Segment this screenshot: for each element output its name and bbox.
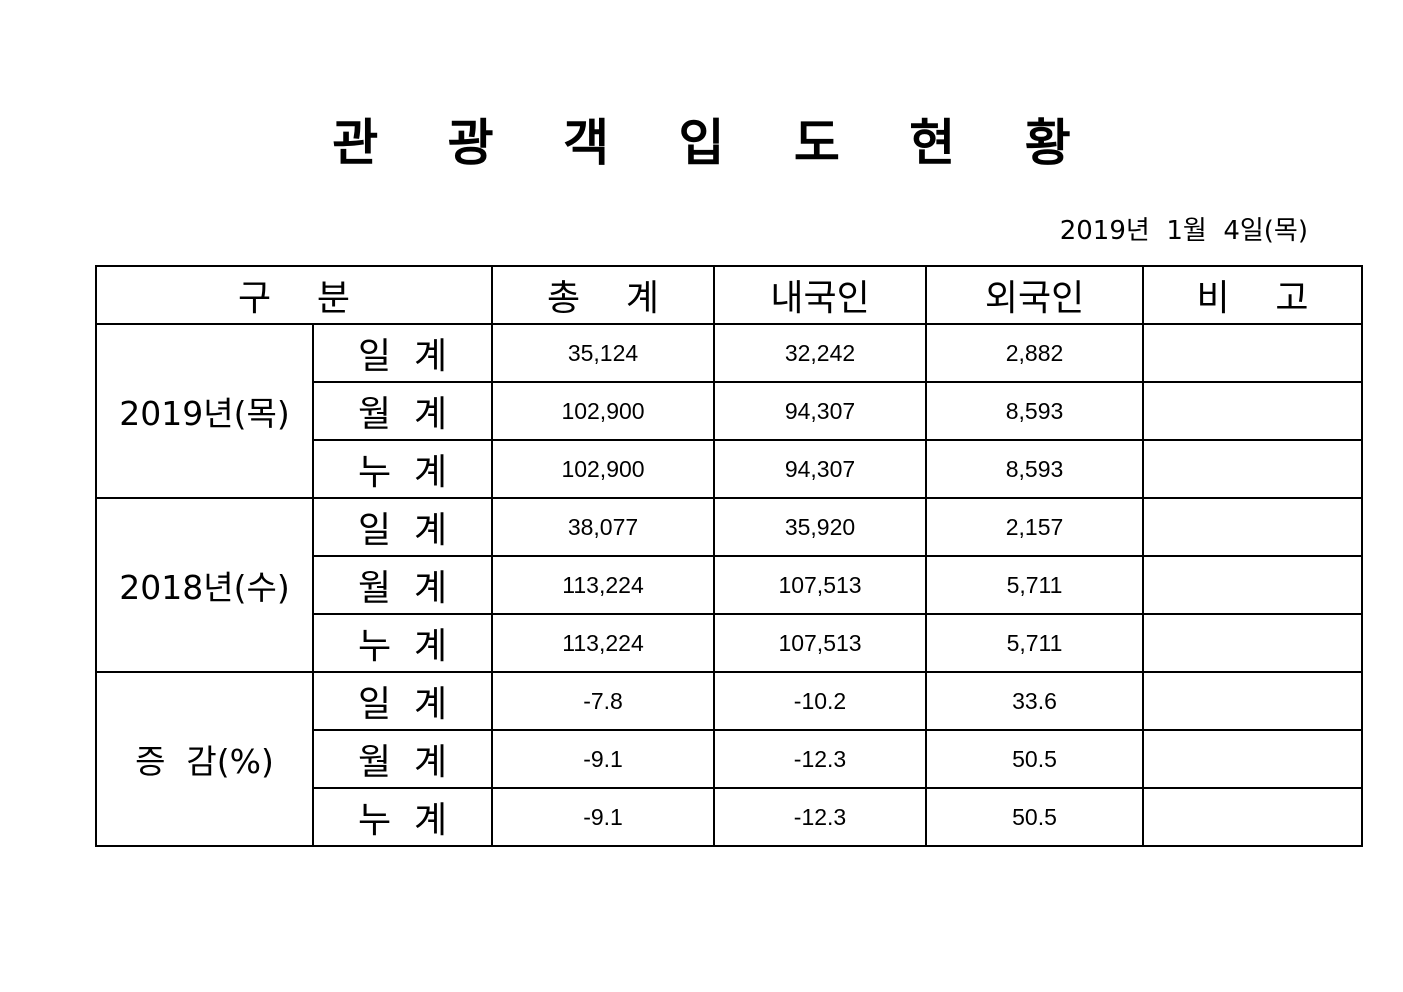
remarks-cell bbox=[1142, 729, 1364, 789]
header-foreign: 외국인 bbox=[925, 265, 1145, 325]
total-cell: 102,900 bbox=[491, 439, 716, 499]
table-row: 누 계 113,224 107,513 5,711 bbox=[96, 613, 1364, 673]
foreign-cell: 5,711 bbox=[925, 555, 1145, 615]
total-cell: 113,224 bbox=[491, 555, 716, 615]
remarks-cell bbox=[1142, 555, 1364, 615]
table-row: 증 감(%) 일 계 -7.8 -10.2 33.6 bbox=[95, 671, 1364, 847]
header-remarks: 비 고 bbox=[1142, 265, 1364, 325]
remarks-cell bbox=[1142, 381, 1364, 441]
row-label: 일 계 bbox=[311, 497, 494, 557]
table-row: 누 계 102,900 94,307 8,593 bbox=[96, 439, 1364, 499]
total-cell: -9.1 bbox=[491, 729, 716, 789]
header-category: 구 분 bbox=[94, 265, 494, 325]
total-cell: -7.8 bbox=[491, 671, 716, 731]
table-row: 월 계 -9.1 -12.3 50.5 bbox=[96, 729, 1364, 789]
group-label: 2018년(수) bbox=[95, 497, 314, 673]
row-label: 누 계 bbox=[311, 439, 494, 499]
foreign-cell: 5,711 bbox=[925, 613, 1145, 673]
header-row: 구 분 총 계 내국인 외국인 비 고 bbox=[94, 265, 1364, 325]
remarks-cell bbox=[1142, 323, 1364, 383]
header-total: 총 계 bbox=[491, 265, 716, 325]
row-label: 월 계 bbox=[311, 729, 494, 789]
domestic-cell: 35,920 bbox=[713, 497, 928, 557]
domestic-cell: -12.3 bbox=[713, 729, 928, 789]
foreign-cell: 8,593 bbox=[925, 439, 1145, 499]
domestic-cell: 107,513 bbox=[713, 613, 928, 673]
foreign-cell: 2,157 bbox=[925, 497, 1145, 557]
foreign-cell: 33.6 bbox=[925, 671, 1145, 731]
foreign-cell: 50.5 bbox=[925, 787, 1145, 847]
total-cell: 113,224 bbox=[491, 613, 716, 673]
foreign-cell: 8,593 bbox=[925, 381, 1145, 441]
domestic-cell: 94,307 bbox=[713, 439, 928, 499]
row-label: 월 계 bbox=[311, 555, 494, 615]
total-cell: 35,124 bbox=[491, 323, 716, 383]
remarks-cell bbox=[1142, 671, 1364, 731]
row-label: 월 계 bbox=[311, 381, 494, 441]
row-label: 일 계 bbox=[311, 323, 494, 383]
table-row: 월 계 113,224 107,513 5,711 bbox=[96, 555, 1364, 615]
row-label: 누 계 bbox=[311, 613, 494, 673]
row-label: 누 계 bbox=[311, 787, 494, 847]
group-label: 2019년(목) bbox=[95, 323, 314, 499]
total-cell: 38,077 bbox=[491, 497, 716, 557]
table-row: 2019년(목) 일 계 35,124 32,242 2,882 bbox=[95, 323, 1364, 499]
domestic-cell: 94,307 bbox=[713, 381, 928, 441]
header-domestic: 내국인 bbox=[713, 265, 928, 325]
domestic-cell: -10.2 bbox=[713, 671, 928, 731]
domestic-cell: 32,242 bbox=[713, 323, 928, 383]
remarks-cell bbox=[1142, 613, 1364, 673]
table-row: 월 계 102,900 94,307 8,593 bbox=[96, 381, 1364, 441]
tourist-arrivals-table: 구 분 총 계 내국인 외국인 비 고 2019년(목) 일 계 35,124 … bbox=[94, 265, 1364, 847]
page-title: 관 광 객 입 도 현 황 bbox=[332, 114, 1097, 172]
row-label: 일 계 bbox=[311, 671, 494, 731]
total-cell: -9.1 bbox=[491, 787, 716, 847]
report-date: 2019년 1월 4일(목) bbox=[1059, 216, 1308, 246]
foreign-cell: 2,882 bbox=[925, 323, 1145, 383]
domestic-cell: -12.3 bbox=[713, 787, 928, 847]
remarks-cell bbox=[1142, 497, 1364, 557]
group-label: 증 감(%) bbox=[95, 671, 314, 847]
table-row: 누 계 -9.1 -12.3 50.5 bbox=[96, 787, 1364, 847]
remarks-cell bbox=[1142, 439, 1364, 499]
foreign-cell: 50.5 bbox=[925, 729, 1145, 789]
table-row: 2018년(수) 일 계 38,077 35,920 2,157 bbox=[95, 497, 1364, 673]
remarks-cell bbox=[1142, 787, 1364, 847]
total-cell: 102,900 bbox=[491, 381, 716, 441]
domestic-cell: 107,513 bbox=[713, 555, 928, 615]
